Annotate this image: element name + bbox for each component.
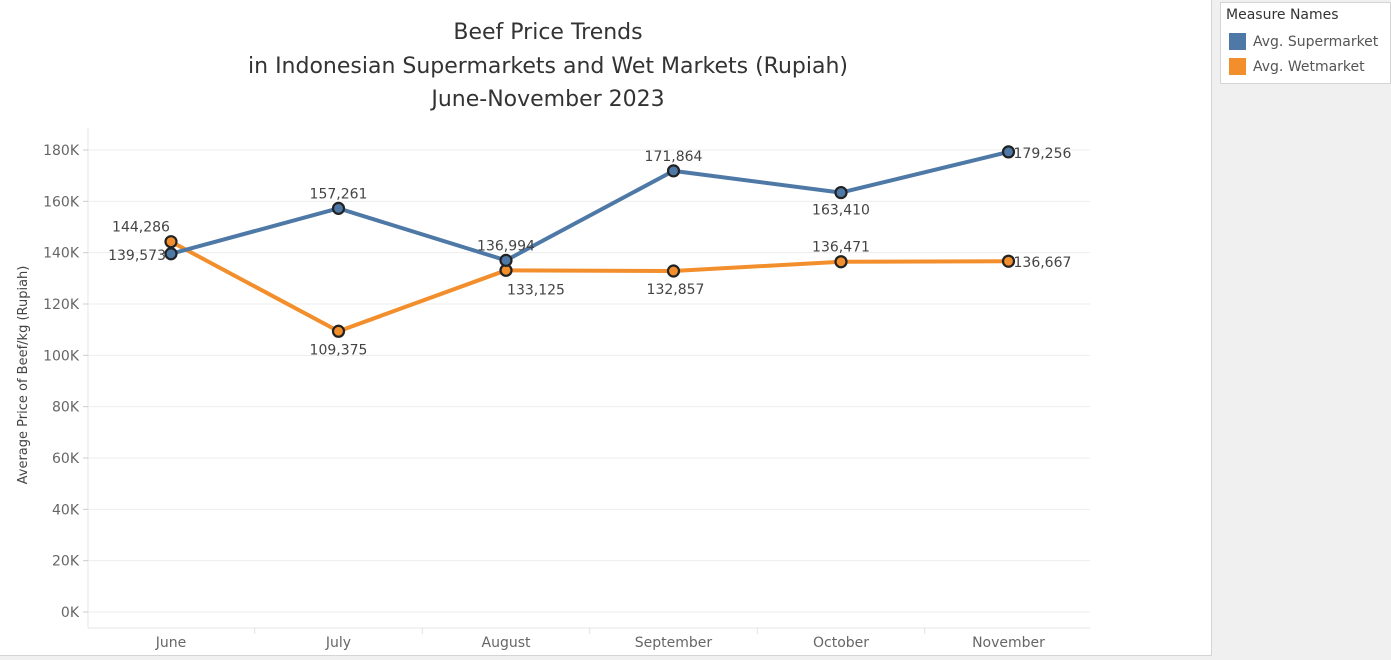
data-label: 109,375 <box>310 342 368 358</box>
x-tick-label: November <box>972 635 1045 651</box>
data-point[interactable] <box>1001 254 1016 268</box>
y-tick-label: 160K <box>43 194 80 210</box>
data-label: 163,410 <box>812 203 870 219</box>
series-line-0 <box>170 149 1009 263</box>
y-tick-label: 0K <box>61 605 80 621</box>
legend: Measure Names Avg. Supermarket Avg. Wetm… <box>1220 2 1391 84</box>
series <box>164 145 1016 338</box>
series-line-1 <box>170 239 1009 334</box>
legend-item-supermarket[interactable]: Avg. Supermarket <box>1226 29 1390 54</box>
legend-title: Measure Names <box>1226 7 1339 23</box>
y-axis-title: Average Price of Beef/kg (Rupiah) <box>16 266 31 485</box>
data-label: 171,864 <box>645 149 703 165</box>
legend-swatch-supermarket <box>1229 33 1246 50</box>
x-tick-label: June <box>155 635 187 651</box>
data-label: 136,667 <box>1014 255 1072 271</box>
data-point[interactable] <box>834 185 848 200</box>
y-tick-label: 20K <box>52 554 80 570</box>
y-tick-label: 80K <box>52 400 80 416</box>
data-label: 139,573 <box>108 248 166 264</box>
legend-label-wetmarket: Avg. Wetmarket <box>1253 58 1365 75</box>
y-tick-label: 40K <box>52 502 80 518</box>
data-point[interactable] <box>164 235 178 249</box>
x-tick-label: September <box>635 635 713 651</box>
gridlines <box>88 149 1090 613</box>
legend-label-supermarket: Avg. Supermarket <box>1253 33 1379 50</box>
data-point[interactable] <box>1001 145 1016 159</box>
data-label: 179,256 <box>1014 146 1072 162</box>
x-tick-label: August <box>482 635 532 651</box>
y-tick-label: 60K <box>52 451 80 467</box>
data-label: 132,857 <box>647 282 705 298</box>
data-point[interactable] <box>666 164 681 178</box>
chart-title-line-1: Beef Price Trends <box>453 20 642 45</box>
data-point[interactable] <box>164 247 178 261</box>
legend-item-wetmarket[interactable]: Avg. Wetmarket <box>1226 54 1390 79</box>
chart-title-line-2: in Indonesian Supermarkets and Wet Marke… <box>248 54 848 79</box>
data-point[interactable] <box>499 253 513 267</box>
data-point[interactable] <box>834 255 848 269</box>
legend-swatch-wetmarket <box>1229 58 1246 75</box>
chart-title-line-3: June-November 2023 <box>429 87 664 112</box>
x-tick-label: October <box>813 635 869 651</box>
data-label: 144,286 <box>112 220 170 236</box>
data-label: 136,994 <box>477 238 535 254</box>
x-tick-label: July <box>325 635 351 651</box>
y-tick-label: 140K <box>43 246 80 262</box>
y-axis: 0K 20K 40K 60K 80K 100K 120K 140K 160K 180K <box>43 128 89 628</box>
data-point[interactable] <box>331 324 346 338</box>
data-label: 133,125 <box>507 282 565 298</box>
data-labels: 139,573 157,261 136,994 171,864 163,410 179,2… <box>108 146 1071 358</box>
x-axis: June July August September October November <box>88 627 1090 651</box>
chart-title: Beef Price Trends in Indonesian Supermar… <box>248 20 848 112</box>
data-point[interactable] <box>331 201 346 215</box>
y-tick-label: 100K <box>43 348 80 364</box>
y-tick-label: 180K <box>43 143 80 159</box>
data-label: 136,471 <box>812 240 870 256</box>
data-label: 157,261 <box>310 186 368 202</box>
line-chart: Beef Price Trends in Indonesian Supermar… <box>16 20 1090 651</box>
chart-area: Beef Price Trends in Indonesian Supermar… <box>0 0 1212 656</box>
data-point[interactable] <box>666 264 681 278</box>
y-tick-label: 120K <box>43 297 80 313</box>
